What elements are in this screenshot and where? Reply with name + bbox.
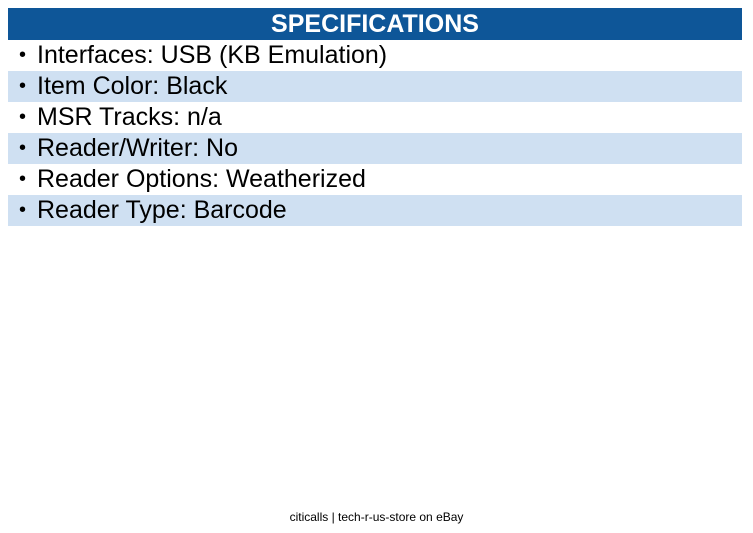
spec-text: Interfaces: USB (KB Emulation) [37, 41, 388, 69]
spec-text: Item Color: Black [37, 72, 228, 100]
spec-text: MSR Tracks: n/a [37, 103, 222, 131]
bullet-icon: • [18, 44, 26, 66]
bullet-icon: • [18, 75, 26, 97]
spec-row: • MSR Tracks: n/a [8, 102, 742, 133]
footer-credit: citicalls | tech-r-us-store on eBay [289, 510, 464, 524]
spec-row: • Interfaces: USB (KB Emulation) [8, 40, 742, 71]
specifications-header: SPECIFICATIONS [8, 8, 742, 40]
spec-row: • Reader/Writer: No [8, 133, 742, 164]
spec-row: • Reader Options: Weatherized [8, 164, 742, 195]
spec-text: Reader Options: Weatherized [37, 165, 366, 193]
spec-text: Reader Type: Barcode [37, 196, 287, 224]
spec-row: • Reader Type: Barcode [8, 195, 742, 226]
bullet-icon: • [18, 106, 26, 128]
bullet-icon: • [18, 137, 26, 159]
specifications-list: • Interfaces: USB (KB Emulation) • Item Co… [8, 40, 742, 226]
bullet-icon: • [18, 199, 26, 221]
spec-text: Reader/Writer: No [37, 134, 238, 162]
bullet-icon: • [18, 168, 26, 190]
spec-row: • Item Color: Black [8, 71, 742, 102]
